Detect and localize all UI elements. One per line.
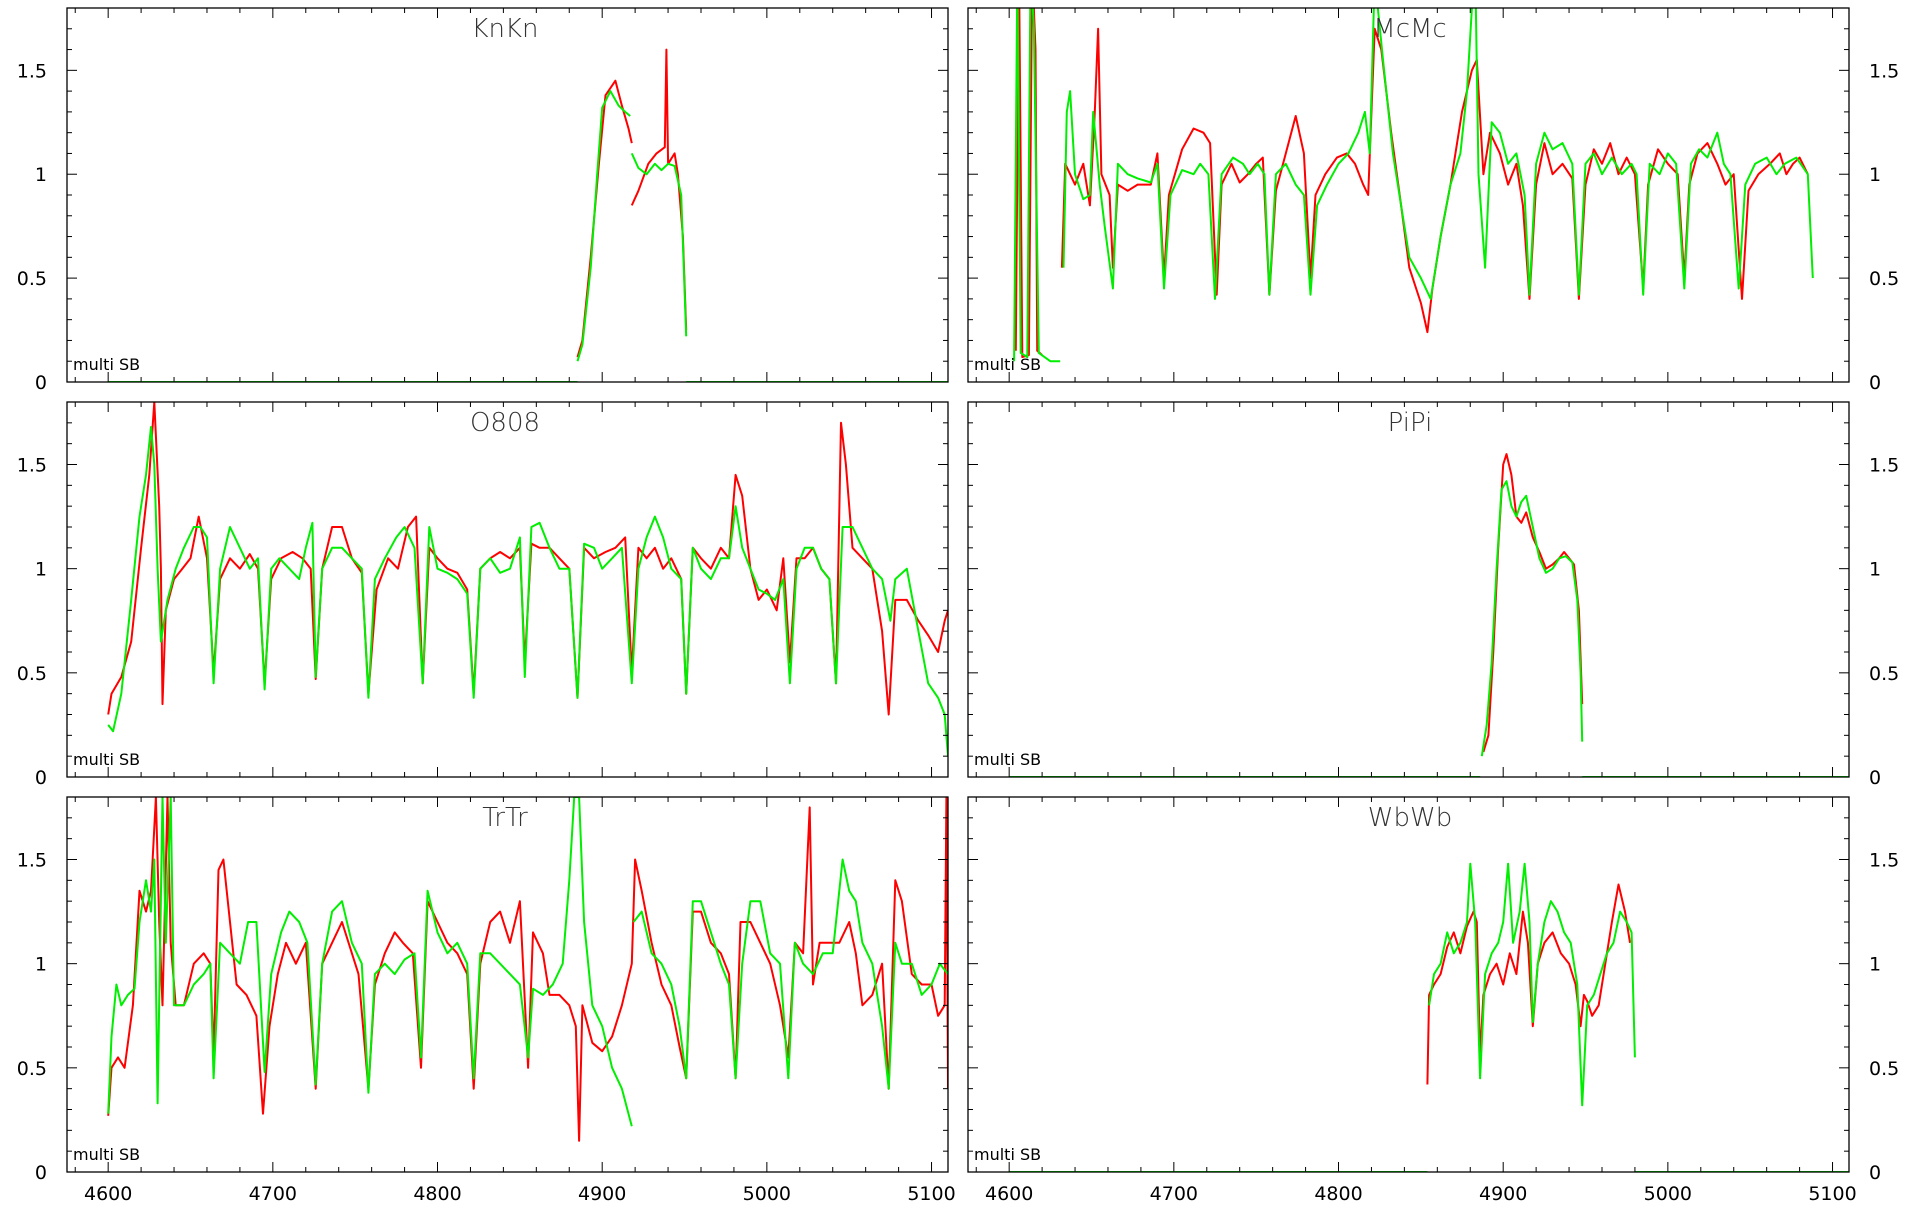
y-tick-label: 1 [1869,164,1881,186]
panel-trtr: 0 0.5 1 1.5 4600 4700 4800 4900 5000 5100 TrTr mult… [17,796,956,1205]
x-tick-label: 5000 [1644,1183,1692,1205]
series-green-line [1428,862,1636,1107]
series-green-line [1013,8,1061,363]
corner-label: multi SB [974,355,1041,374]
panel-mcmc: 0 0.5 1 1.5 McMc multi SB [967,7,1899,394]
panel-pipi-series [1009,453,1849,777]
panel-title: O808 [470,408,540,438]
y-tick-label: 1.5 [1869,60,1899,82]
panel-pipi: 0 0.5 1 1.5 PiPi multi SB [967,401,1899,789]
panel-mcmc-series [1013,8,1814,363]
corner-label: multi SB [73,355,140,374]
x-tick-label: 4600 [985,1183,1033,1205]
corner-label: multi SB [73,1145,140,1164]
y-tick-label: 0 [35,767,47,789]
series-green-line [1480,480,1584,757]
y-tick-label: 0.5 [1869,1058,1899,1080]
y-tick-label: 1.5 [17,455,47,477]
y-tick-label: 1 [35,954,47,976]
panel-o808-series [107,402,948,757]
series-red-line [1014,8,1043,359]
y-tick-label: 0 [1869,372,1881,394]
x-tick-label: 4600 [84,1183,132,1205]
panel-title: TrTr [482,803,528,833]
y-tick-label: 1.5 [1869,850,1899,872]
series-green-line [576,90,631,362]
series-green-line [632,858,948,1090]
y-tick-label: 1 [1869,954,1881,976]
y-tick-label: 1 [1869,559,1881,581]
y-tick-label: 0.5 [17,1058,47,1080]
y-tick-label: 0 [1869,767,1881,789]
corner-label: multi SB [73,750,140,769]
y-tick-label: 0 [1869,1162,1881,1184]
y-tick-label: 1.5 [1869,455,1899,477]
y-tick-label: 0.5 [17,663,47,685]
x-tick-label: 5100 [1808,1183,1856,1205]
series-green-line [107,797,633,1127]
panel-title: PiPi [1388,408,1433,438]
panel-knkn: 0 0.5 1 1.5 KnKn multi SB [17,7,949,394]
y-tick-label: 1 [35,559,47,581]
y-tick-label: 0.5 [1869,268,1899,290]
y-tick-label: 0 [35,372,47,394]
panel-title: WbWb [1368,803,1452,833]
x-tick-label: 4700 [1150,1183,1198,1205]
x-tick-label: 4900 [578,1183,626,1205]
panel-wbwb: 0 0.5 1 1.5 4600 4700 4800 4900 5000 5100 WbWb mult… [967,796,1899,1205]
x-tick-label: 5100 [907,1183,955,1205]
y-tick-label: 1 [35,164,47,186]
panel-title: KnKn [471,14,538,44]
x-tick-label: 4700 [249,1183,297,1205]
series-green-line [1062,8,1814,300]
y-tick-label: 1.5 [17,60,47,82]
y-tick-label: 1.5 [17,850,47,872]
panel-title: McMc [1373,14,1446,44]
panels-group: 0 0.5 1 1.5 KnKn multi SB 0 0.5 1 1.5 McMc multi SB… [17,7,1899,1205]
y-tick-label: 0.5 [17,268,47,290]
x-tick-label: 5000 [743,1183,791,1205]
panel-wbwb-series [1009,862,1849,1172]
panel-knkn-series [108,48,948,382]
x-tick-label: 4900 [1479,1183,1527,1205]
panel-o808: 0 0.5 1 1.5 O808 multi SB [17,401,949,789]
series-green-line [630,152,688,337]
series-red-line [1426,883,1631,1085]
x-tick-label: 4800 [413,1183,461,1205]
series-green-line [107,426,948,757]
series-red-line [107,797,948,1142]
y-tick-label: 0 [35,1162,47,1184]
corner-label: multi SB [974,1145,1041,1164]
corner-label: multi SB [974,750,1041,769]
panel-trtr-series [107,797,948,1142]
x-tick-label: 4800 [1314,1183,1362,1205]
y-tick-label: 0.5 [1869,663,1899,685]
